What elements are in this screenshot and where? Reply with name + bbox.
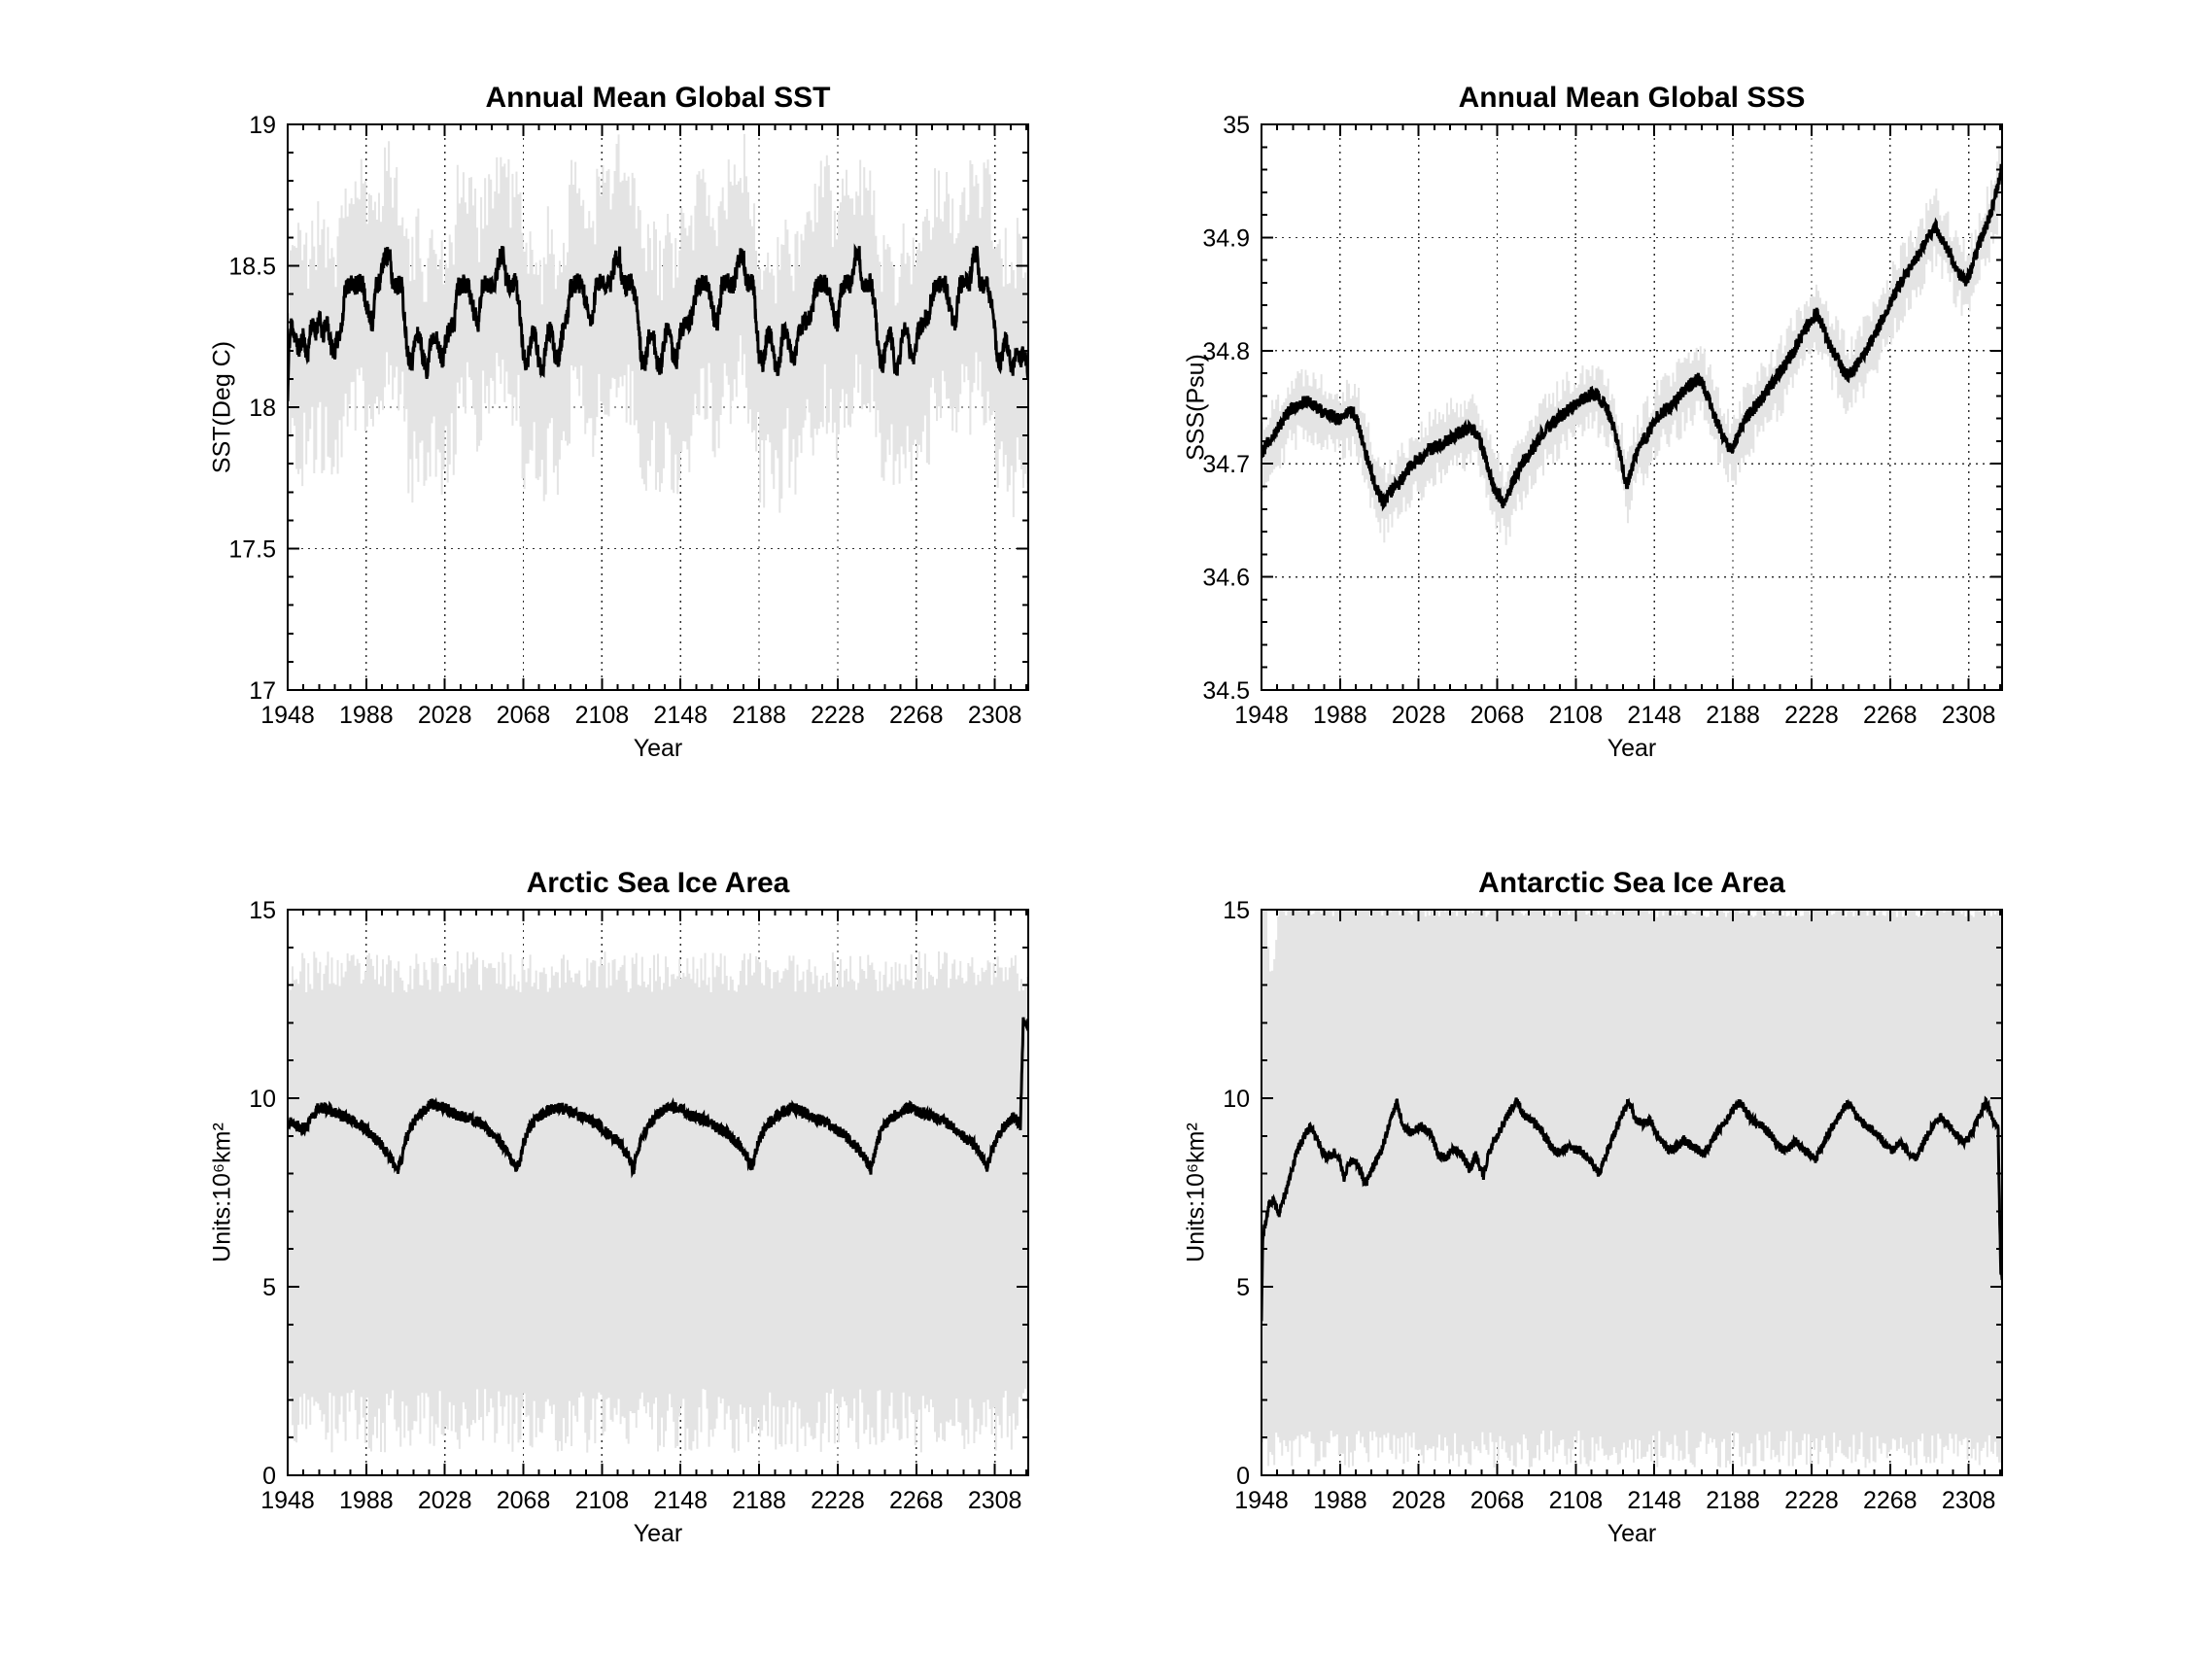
y-tick-label: 15	[1223, 897, 1250, 924]
y-axis-label-sst: SST(Deg C)	[208, 340, 236, 474]
x-tick-label: 1948	[1234, 702, 1289, 729]
x-tick-label: 2188	[732, 1487, 786, 1514]
x-tick-label: 2188	[732, 702, 786, 729]
x-tick-label: 2028	[1392, 1487, 1446, 1514]
y-tick-label: 5	[1236, 1274, 1250, 1301]
chart-sss: 1948 1988 2028 2068 2108 2148 2188 2228 2268 2308…	[1202, 112, 2003, 729]
x-tick-label: 2228	[811, 702, 865, 729]
chart-title-arctic-ice: Arctic Sea Ice Area	[526, 867, 790, 899]
axis-ticks	[1261, 909, 2002, 1476]
y-tick-label: 10	[249, 1086, 276, 1113]
x-tick-label: 2028	[1392, 702, 1446, 729]
chart-sst: 1948 1988 2028 2068 2108 2148 2188 2228 2268 2308…	[228, 112, 1029, 729]
gridlines	[1262, 124, 2002, 690]
axis-ticks	[1261, 123, 2002, 691]
x-tick-label: 1948	[1234, 1487, 1289, 1514]
x-tick-label: 1988	[1313, 702, 1367, 729]
x-tick-label: 2148	[1627, 1487, 1681, 1514]
x-tick-label: 1948	[260, 702, 315, 729]
x-tick-label: 2228	[1784, 702, 1839, 729]
x-tick-label: 2028	[418, 702, 472, 729]
x-tick-label: 2108	[575, 1487, 630, 1514]
annual-mean-line	[288, 1017, 1028, 1179]
y-axis-label-antarctic-ice: Units:10⁶km²	[1182, 1123, 1210, 1262]
y-tick-label: 19	[249, 112, 276, 139]
x-tick-label: 1988	[1313, 1487, 1367, 1514]
y-tick-label: 34.5	[1202, 677, 1250, 705]
chart-title-antarctic-ice: Antarctic Sea Ice Area	[1478, 867, 1785, 899]
minmax-band	[1262, 910, 2002, 1468]
x-tick-label: 2148	[653, 702, 708, 729]
x-tick-label: 2188	[1706, 1487, 1760, 1514]
y-tick-label: 15	[249, 897, 276, 924]
x-tick-label: 2308	[1942, 702, 1996, 729]
x-tick-label: 2108	[575, 702, 630, 729]
x-tick-label: 2308	[968, 1487, 1022, 1514]
annual-mean-line	[1262, 1095, 2002, 1322]
y-tick-label: 35	[1223, 112, 1250, 139]
y-tick-label: 18.5	[228, 254, 276, 281]
x-tick-label: 2268	[1863, 702, 1918, 729]
x-tick-label: 2268	[889, 1487, 944, 1514]
x-tick-label: 2108	[1549, 1487, 1604, 1514]
x-tick-label: 2068	[1470, 702, 1525, 729]
chart-arctic-ice: 1948 1988 2028 2068 2108 2148 2188 2228 2268 2308…	[249, 897, 1029, 1514]
y-tick-label: 34.9	[1202, 225, 1250, 252]
x-tick-label: 2028	[418, 1487, 472, 1514]
chart-title-sss: Annual Mean Global SSS	[1458, 82, 1806, 114]
axis-ticks	[287, 909, 1028, 1476]
x-tick-label: 2228	[811, 1487, 865, 1514]
y-tick-label: 0	[262, 1463, 276, 1490]
x-tick-label: 2268	[1863, 1487, 1918, 1514]
x-axis-label-sst: Year	[633, 735, 683, 762]
x-axis-label-sss: Year	[1607, 735, 1657, 762]
axes-box	[1261, 123, 2003, 691]
x-tick-label: 2308	[968, 702, 1022, 729]
x-tick-label: 2148	[653, 1487, 708, 1514]
annual-mean-line	[1262, 163, 2002, 512]
x-tick-label: 2148	[1627, 702, 1681, 729]
y-tick-label: 34.7	[1202, 451, 1250, 478]
y-tick-label: 34.8	[1202, 338, 1250, 365]
y-tick-label: 5	[262, 1274, 276, 1301]
chart-antarctic-ice: 1948 1988 2028 2068 2108 2148 2188 2228 2268 2308…	[1223, 897, 2003, 1514]
y-tick-label: 17.5	[228, 536, 276, 564]
x-tick-label: 2068	[1470, 1487, 1525, 1514]
x-axis-label-antarctic-ice: Year	[1607, 1520, 1657, 1547]
y-tick-label: 17	[249, 677, 276, 705]
y-tick-label: 0	[1236, 1463, 1250, 1490]
x-tick-label: 2068	[497, 1487, 551, 1514]
x-axis-label-arctic-ice: Year	[633, 1520, 683, 1547]
x-tick-label: 1988	[339, 702, 394, 729]
y-tick-label: 10	[1223, 1086, 1250, 1113]
y-tick-label: 34.6	[1202, 565, 1250, 592]
axes-box	[1261, 909, 2003, 1476]
x-tick-label: 1988	[339, 1487, 394, 1514]
chart-title-sst: Annual Mean Global SST	[485, 82, 831, 114]
annual-mean-line	[288, 243, 1028, 401]
axis-ticks	[287, 123, 1028, 691]
x-tick-label: 2268	[889, 702, 944, 729]
x-tick-label: 1948	[260, 1487, 315, 1514]
y-axis-label-sss: SSS(Psu)	[1182, 354, 1210, 461]
minmax-band	[288, 950, 1028, 1453]
axes-box	[287, 909, 1029, 1476]
y-tick-label: 18	[249, 395, 276, 422]
x-tick-label: 2228	[1784, 1487, 1839, 1514]
x-tick-label: 2068	[497, 702, 551, 729]
x-tick-label: 2188	[1706, 702, 1760, 729]
x-tick-label: 2108	[1549, 702, 1604, 729]
minmax-band	[288, 133, 1028, 520]
y-axis-label-arctic-ice: Units:10⁶km²	[208, 1123, 236, 1262]
x-tick-label: 2308	[1942, 1487, 1996, 1514]
